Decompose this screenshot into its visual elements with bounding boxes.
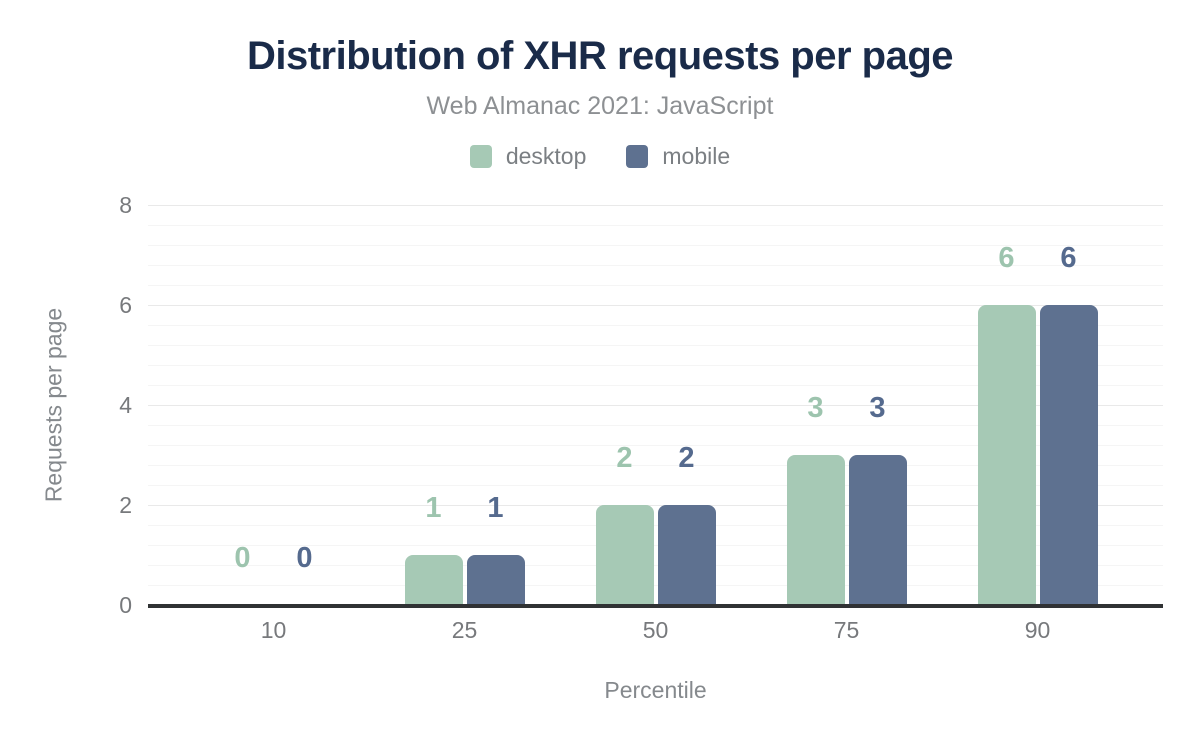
chart-title: Distribution of XHR requests per page (246, 34, 954, 78)
x-axis-title: Percentile (604, 677, 707, 703)
minor-gridline-2.4 (148, 485, 1163, 486)
minor-gridline-1.2 (148, 545, 1163, 546)
x-tick-label-90: 90 (1024, 617, 1051, 643)
x-tick-label-50: 50 (642, 617, 669, 643)
minor-gridline-0.8 (148, 565, 1163, 566)
value-label-mobile-p10: 0 (296, 542, 313, 574)
bar-slot-desktop-p10: 0 (214, 205, 272, 605)
y-tick-label-2: 2 (119, 492, 132, 518)
y-tick-label-6: 6 (119, 292, 132, 318)
bar-groups: 0 0 10 1 1 25 2 2 50 3 3 75 6 6 90 (148, 205, 1163, 643)
legend-swatch-desktop (469, 145, 492, 168)
legend: desktop mobile (0, 143, 1200, 170)
bar-slot-mobile-p90: 6 (1039, 205, 1098, 605)
bar-desktop-p90 (977, 305, 1036, 605)
bar-slot-desktop-p75: 3 (786, 205, 845, 605)
value-label-desktop-p25: 1 (425, 492, 442, 524)
value-label-mobile-p90: 6 (1060, 242, 1077, 274)
minor-gridline-3.2 (148, 445, 1163, 446)
bar-slot-mobile-p75: 3 (848, 205, 907, 605)
value-label-desktop-p10: 0 (234, 542, 251, 574)
value-label-mobile-p75: 3 (869, 392, 886, 424)
legend-item-mobile[interactable]: mobile (626, 143, 730, 170)
minor-gridline-6.8 (148, 265, 1163, 266)
bar-group-p90: 6 6 90 (942, 205, 1133, 643)
bar-slot-desktop-p50: 2 (595, 205, 654, 605)
x-axis-line (148, 604, 1163, 608)
minor-gridline-2.8 (148, 465, 1163, 466)
bar-slot-desktop-p25: 1 (404, 205, 463, 605)
value-label-desktop-p50: 2 (616, 442, 633, 474)
x-tick-label-10: 10 (260, 617, 287, 643)
bar-slot-mobile-p50: 2 (657, 205, 716, 605)
minor-gridline-3.6 (148, 425, 1163, 426)
minor-gridline-7.2 (148, 245, 1163, 246)
bar-desktop-p25 (404, 555, 463, 605)
minor-gridline-7.6 (148, 225, 1163, 226)
bar-slot-mobile-p25: 1 (466, 205, 525, 605)
legend-label-mobile: mobile (662, 143, 731, 169)
legend-item-desktop[interactable]: desktop (469, 143, 587, 170)
bar-mobile-p75 (848, 455, 907, 605)
chart-subtitle: Web Almanac 2021: JavaScript (426, 92, 774, 120)
minor-gridline-5.6 (148, 325, 1163, 326)
x-tick-label-25: 25 (451, 617, 478, 643)
value-label-mobile-p50: 2 (678, 442, 695, 474)
y-tick-label-0: 0 (119, 592, 132, 618)
bar-mobile-p90 (1039, 305, 1098, 605)
major-gridline-6.0 (148, 305, 1163, 306)
minor-gridline-0.4 (148, 585, 1163, 586)
legend-label-desktop: desktop (505, 143, 587, 169)
bar-group-p10: 0 0 10 (178, 205, 369, 643)
bar-mobile-p25 (466, 555, 525, 605)
bar-desktop-p75 (786, 455, 845, 605)
minor-gridline-5.2 (148, 345, 1163, 346)
y-axis-title: Requests per page (40, 307, 67, 503)
minor-gridline-4.8 (148, 365, 1163, 366)
minor-gridline-1.6 (148, 525, 1163, 526)
x-tick-label-75: 75 (833, 617, 860, 643)
bar-slot-mobile-p10: 0 (276, 205, 334, 605)
bar-group-p25: 1 1 25 (369, 205, 560, 643)
y-tick-label-8: 8 (119, 192, 132, 218)
major-gridline-2.0 (148, 505, 1163, 506)
legend-swatch-mobile (626, 145, 649, 168)
bar-group-p50: 2 2 50 (560, 205, 751, 643)
bar-mobile-p50 (657, 505, 716, 605)
value-label-mobile-p25: 1 (487, 492, 504, 524)
major-gridline-4.0 (148, 405, 1163, 406)
bar-slot-desktop-p90: 6 (977, 205, 1036, 605)
bar-desktop-p50 (595, 505, 654, 605)
bar-group-p75: 3 3 75 (751, 205, 942, 643)
minor-gridline-6.4 (148, 285, 1163, 286)
value-label-desktop-p90: 6 (998, 242, 1015, 274)
y-tick-label-4: 4 (119, 392, 132, 418)
minor-gridline-4.4 (148, 385, 1163, 386)
major-gridline-8.0 (148, 205, 1163, 206)
value-label-desktop-p75: 3 (807, 392, 824, 424)
